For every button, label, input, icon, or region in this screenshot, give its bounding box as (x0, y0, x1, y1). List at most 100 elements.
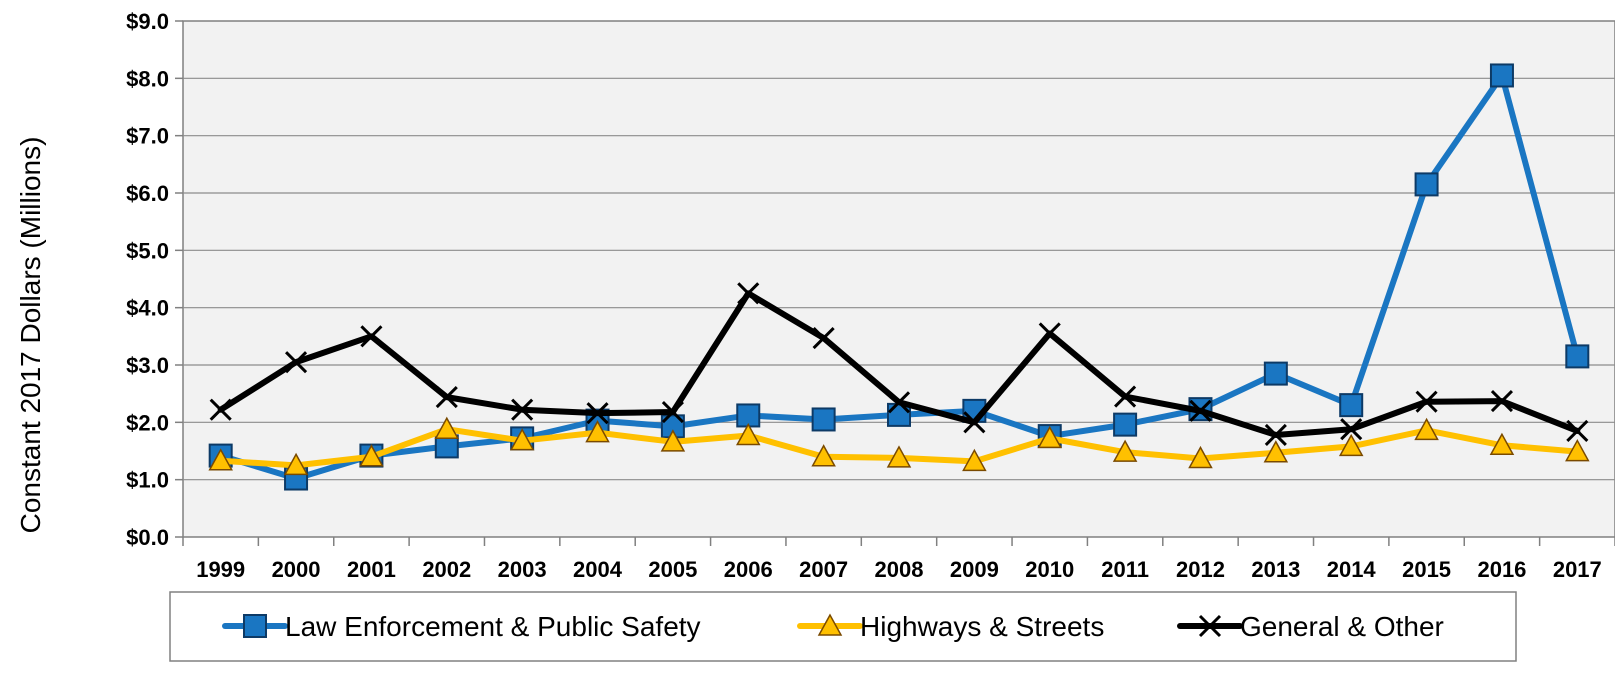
data-point (434, 416, 460, 439)
legend-marker (1198, 614, 1222, 638)
x-marker-stroke (963, 411, 986, 434)
x-tick-label: 2012 (1176, 557, 1225, 582)
data-point (811, 444, 836, 467)
x-tick-label: 2015 (1402, 557, 1451, 582)
data-point (1113, 412, 1138, 437)
data-point (1188, 445, 1213, 469)
y-axis-ticks: $0.0 $1.0 $2.0 $3.0 $4.0 $5.0 $6.0 $7.0 $8.0 $9.0 (126, 9, 183, 550)
data-point (1489, 63, 1514, 88)
legend-entry: Law Enforcement & Public Safety (222, 611, 701, 642)
data-point (1566, 419, 1589, 442)
y-axis-label: Constant 2017 Dollars (Millions) (15, 137, 46, 534)
x-marker-stroke (360, 325, 383, 348)
x-tick-label: 1999 (196, 557, 245, 582)
y-tick-label: $0.0 (126, 525, 169, 550)
y-tick-label: $6.0 (126, 181, 169, 206)
data-point (1414, 172, 1439, 197)
x-marker-stroke (511, 398, 534, 421)
data-point (1565, 439, 1590, 462)
data-point (962, 448, 987, 472)
data-point (963, 411, 986, 434)
x-tick-label: 2006 (724, 557, 773, 582)
legend-entry: Highways & Streets (797, 611, 1104, 642)
x-tick-label: 2011 (1101, 557, 1149, 582)
y-tick-label: $5.0 (126, 238, 169, 263)
x-tick-label: 2000 (272, 557, 321, 582)
data-point (284, 351, 308, 374)
data-point (886, 445, 912, 468)
data-point (660, 429, 686, 452)
data-point (1263, 361, 1288, 386)
data-point (661, 400, 684, 424)
x-marker-stroke (209, 398, 232, 421)
y-tick-label: $2.0 (126, 410, 169, 435)
data-point (586, 402, 609, 425)
y-tick-label: $1.0 (126, 468, 169, 493)
x-axis-ticks: 1999 2000 2001 2002 2003 2004 2005 2006 2007 2008… (182, 537, 1615, 582)
x-tick-label: 2017 (1553, 557, 1602, 582)
x-tick-label: 2005 (648, 557, 697, 582)
x-tick-label: 2003 (498, 557, 547, 582)
x-tick-label: 2007 (799, 557, 848, 582)
data-point (1037, 425, 1063, 449)
x-tick-label: 2016 (1477, 557, 1526, 582)
x-marker-stroke (812, 326, 835, 350)
x-tick-label: 2004 (573, 557, 623, 582)
x-marker-stroke (586, 402, 609, 425)
data-point (511, 398, 534, 421)
x-marker-stroke (1189, 399, 1212, 422)
data-point (360, 325, 383, 348)
series-0 (208, 63, 1590, 491)
data-point (283, 452, 309, 476)
legend-entry: General & Other (1177, 611, 1444, 642)
data-point (1263, 440, 1289, 463)
legend-marker (817, 613, 843, 636)
x-marker-stroke (1198, 614, 1222, 638)
data-point (1338, 433, 1364, 457)
x-tick-label: 2002 (422, 557, 471, 582)
data-point (585, 420, 610, 443)
legend: Law Enforcement & Public Safety Highways … (169, 591, 1517, 662)
x-marker-stroke (1566, 419, 1589, 442)
data-point (1415, 390, 1438, 413)
x-marker-stroke (887, 391, 911, 414)
data-point (208, 448, 233, 471)
data-point (1189, 399, 1212, 422)
data-point (1565, 344, 1590, 369)
data-point (1489, 432, 1515, 456)
data-point (1038, 322, 1061, 345)
y-tick-label: $9.0 (126, 9, 169, 34)
legend-marker (243, 614, 267, 638)
series-2 (209, 282, 1589, 447)
x-marker-stroke (284, 351, 308, 374)
y-tick-label: $8.0 (126, 66, 169, 91)
data-point (1339, 393, 1364, 418)
series-1 (208, 416, 1590, 476)
data-point (1264, 423, 1287, 447)
x-marker-stroke (1114, 385, 1137, 408)
y-tick-label: $4.0 (126, 296, 169, 321)
x-marker-stroke (1490, 390, 1514, 413)
data-point (1114, 385, 1137, 408)
data-point (1490, 390, 1514, 413)
data-point (812, 326, 835, 350)
x-tick-label: 2009 (950, 557, 999, 582)
data-point (1112, 439, 1138, 462)
x-tick-label: 2013 (1251, 557, 1300, 582)
data-point (1414, 417, 1439, 441)
x-marker-stroke (737, 282, 760, 305)
data-point (209, 398, 232, 421)
x-marker-stroke (1415, 390, 1438, 413)
data-point (735, 422, 761, 446)
legend-label: Highways & Streets (860, 611, 1104, 642)
data-point (435, 386, 458, 409)
data-point (737, 282, 760, 305)
legend-label: General & Other (1240, 611, 1444, 642)
x-marker-stroke (435, 386, 458, 409)
x-tick-label: 2008 (875, 557, 924, 582)
x-tick-label: 2014 (1327, 557, 1377, 582)
y-tick-label: $3.0 (126, 353, 169, 378)
x-marker-stroke (1340, 418, 1363, 441)
x-marker-stroke (661, 400, 684, 424)
